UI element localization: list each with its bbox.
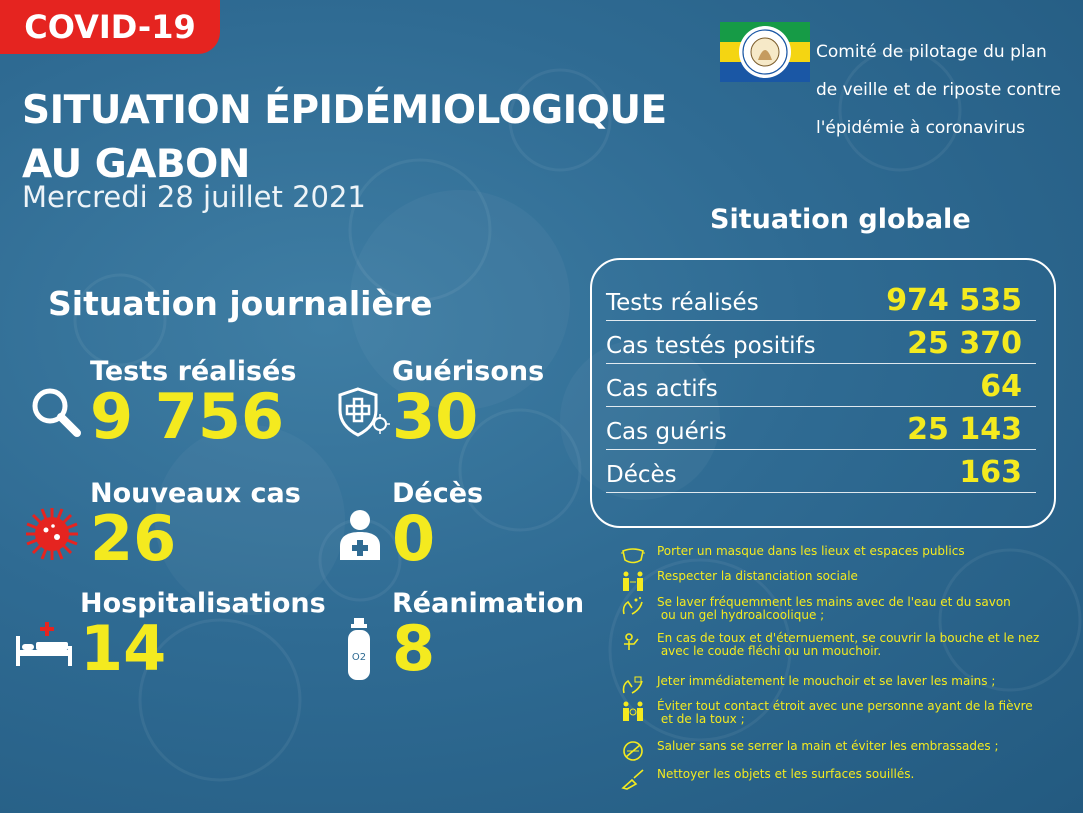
daily-icu-label: Réanimation: [392, 588, 585, 619]
daily-hospital-value: 14: [80, 612, 167, 685]
cough-elbow-icon: [624, 633, 639, 650]
daily-deaths-label: Décès: [392, 478, 484, 509]
committee-name: Comité de pilotage du plan de veille et …: [816, 24, 1061, 157]
daily-hospital-label: Hospitalisations: [80, 588, 326, 619]
global-section-title: Situation globale: [710, 204, 971, 235]
title-line-2: AU GABON: [22, 142, 250, 187]
global-row: Cas testés positifs 25 370: [606, 321, 1036, 364]
gabon-flag-logo: [720, 22, 810, 82]
global-row: Décès 163: [606, 450, 1036, 493]
daily-icu: Réanimation 8: [392, 588, 585, 685]
global-row-label: Cas testés positifs: [606, 333, 816, 359]
committee-line-1: Comité de pilotage du plan: [816, 42, 1047, 62]
global-row-label: Cas guéris: [606, 419, 727, 445]
distancing-icon: [623, 571, 643, 591]
no-handshake-icon: [623, 741, 643, 761]
committee-line-3: l'épidémie à coronavirus: [816, 118, 1025, 138]
global-row-value: 974 535: [886, 283, 1022, 318]
daily-recoveries: Guérisons 30: [392, 356, 545, 453]
daily-tests: Tests réalisés 9 756: [90, 356, 297, 453]
global-stats-box: [590, 258, 1056, 528]
page-title: SITUATION ÉPIDÉMIOLOGIQUE AU GABON: [22, 84, 667, 192]
daily-deaths-value: 0: [392, 502, 436, 575]
daily-tests-value: 9 756: [90, 380, 285, 453]
advice-text: Porter un masque dans les lieux et espac…: [657, 544, 965, 558]
patient-icon: [340, 510, 380, 560]
cleaning-icon: [621, 769, 644, 790]
advice-text: Se laver fréquemment les mains avec de l…: [657, 595, 1011, 622]
covid-badge-text: COVID-19: [24, 8, 196, 46]
tissue-icon: [622, 676, 643, 694]
hospital-bed-icon: [16, 622, 72, 666]
advice-text: Éviter tout contact étroit avec une pers…: [657, 699, 1033, 726]
report-date: Mercredi 28 juillet 2021: [22, 180, 366, 214]
daily-hospital: Hospitalisations 14: [80, 588, 326, 685]
global-row-value: 25 370: [907, 326, 1022, 361]
daily-recoveries-value: 30: [392, 380, 479, 453]
daily-section-title: Situation journalière: [48, 284, 433, 323]
advice-text: Nettoyer les objets et les surfaces soui…: [657, 767, 915, 781]
advice-text: Saluer sans se serrer la main et éviter …: [657, 739, 999, 753]
handwash-icon: [622, 597, 643, 615]
global-row-value: 163: [959, 455, 1022, 490]
advice-text: Jeter immédiatement le mouchoir et se la…: [657, 674, 996, 688]
global-row-value: 25 143: [907, 412, 1022, 447]
global-row-label: Cas actifs: [606, 376, 718, 402]
daily-new-cases-label: Nouveaux cas: [90, 478, 301, 509]
covid-badge: COVID-19: [0, 0, 220, 54]
daily-recoveries-label: Guérisons: [392, 356, 545, 387]
advice-text: Respecter la distanciation sociale: [657, 569, 858, 583]
daily-icu-value: 8: [392, 612, 436, 685]
daily-new-cases-value: 26: [90, 502, 177, 575]
oxygen-tank-icon: O2: [348, 618, 370, 680]
daily-deaths: Décès 0: [392, 478, 484, 575]
committee-line-2: de veille et de riposte contre: [816, 80, 1061, 100]
daily-new-cases: Nouveaux cas 26: [90, 478, 301, 575]
global-row-value: 64: [980, 369, 1022, 404]
global-row: Cas guéris 25 143: [606, 407, 1036, 450]
global-row: Cas actifs 64: [606, 364, 1036, 407]
magnifier-icon: [32, 388, 81, 437]
daily-tests-label: Tests réalisés: [90, 356, 297, 387]
avoid-contact-icon: [623, 701, 643, 721]
virus-icon: [26, 508, 78, 560]
advice-text: En cas de toux et d'éternuement, se couv…: [657, 631, 1040, 658]
shield-cross-icon: [338, 387, 390, 437]
global-row-label: Tests réalisés: [606, 290, 759, 316]
title-line-1: SITUATION ÉPIDÉMIOLOGIQUE: [22, 88, 667, 133]
global-row-label: Décès: [606, 462, 677, 488]
svg-text:O2: O2: [352, 652, 366, 663]
global-row: Tests réalisés 974 535: [606, 278, 1036, 321]
mask-icon: [621, 548, 645, 564]
